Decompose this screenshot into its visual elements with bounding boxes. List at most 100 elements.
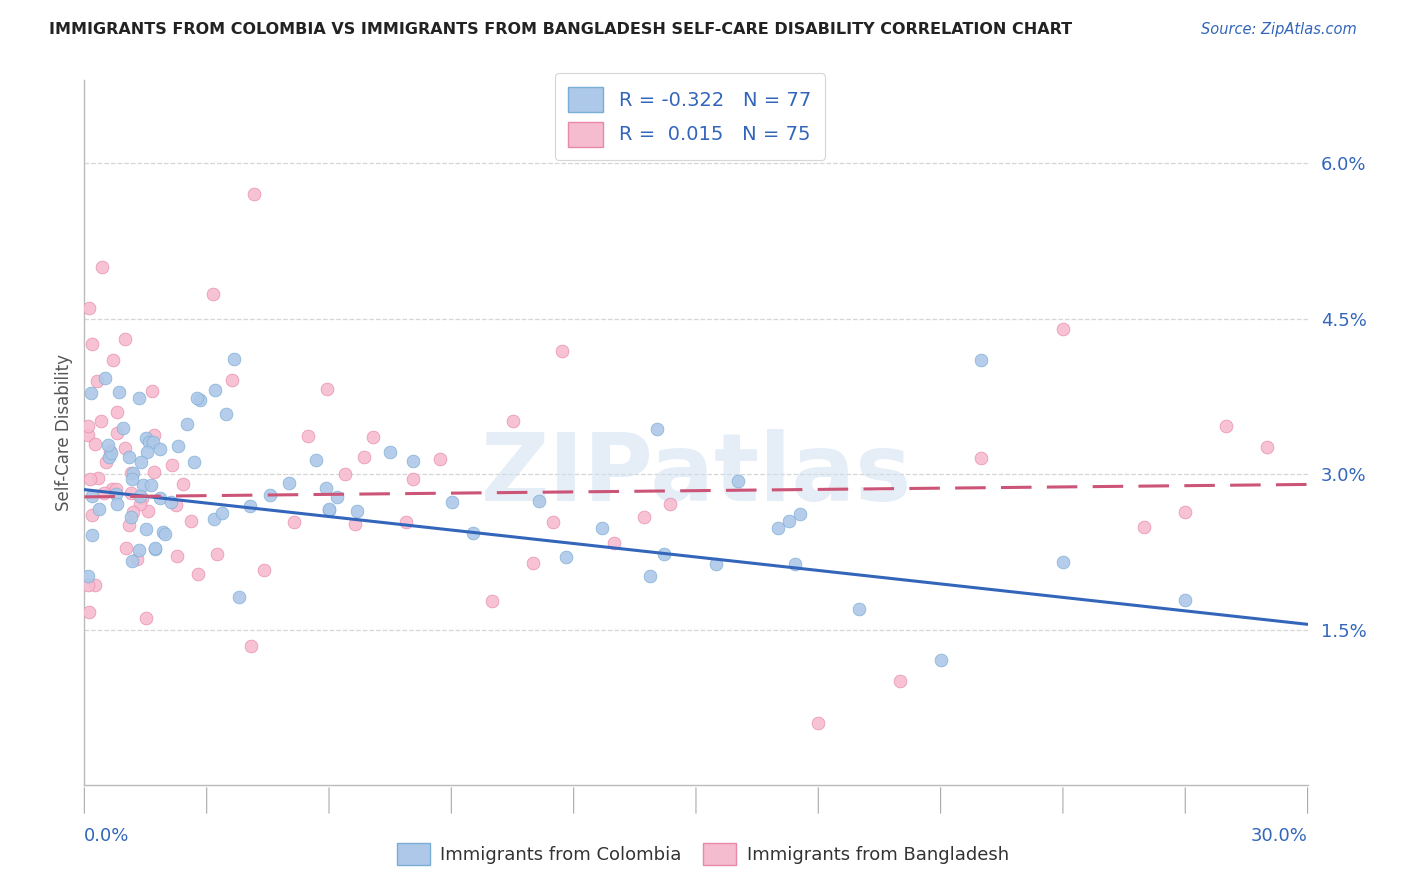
Point bbox=[239, 639, 262, 653]
Point bbox=[440, 494, 463, 508]
Point bbox=[283, 515, 305, 529]
Text: Source: ZipAtlas.com: Source: ZipAtlas.com bbox=[1201, 22, 1357, 37]
Point bbox=[305, 453, 328, 467]
Point bbox=[176, 417, 198, 431]
Point bbox=[114, 332, 136, 346]
Point bbox=[87, 502, 110, 516]
Point bbox=[77, 418, 100, 433]
Point bbox=[659, 497, 682, 511]
Point bbox=[135, 610, 157, 624]
Text: 30.0%: 30.0% bbox=[1251, 827, 1308, 846]
Point bbox=[1052, 556, 1074, 570]
Point bbox=[215, 407, 238, 421]
Point bbox=[211, 506, 233, 520]
Point bbox=[82, 489, 104, 503]
Point bbox=[143, 541, 166, 556]
Point bbox=[79, 301, 101, 316]
Point bbox=[122, 466, 145, 480]
Point bbox=[118, 518, 141, 533]
Point bbox=[541, 515, 564, 529]
Point bbox=[970, 353, 993, 368]
Point bbox=[138, 435, 160, 450]
Point bbox=[115, 541, 138, 555]
Point bbox=[378, 445, 401, 459]
Point bbox=[970, 450, 993, 465]
Point bbox=[105, 405, 128, 419]
Point bbox=[105, 497, 128, 511]
Point bbox=[783, 557, 806, 571]
Point bbox=[318, 501, 340, 516]
Point bbox=[253, 563, 276, 577]
Point bbox=[638, 569, 661, 583]
Point bbox=[727, 475, 749, 489]
Point bbox=[135, 522, 157, 536]
Point bbox=[77, 578, 100, 592]
Point bbox=[204, 383, 226, 397]
Point bbox=[80, 508, 103, 523]
Point bbox=[778, 514, 800, 528]
Point bbox=[139, 477, 162, 491]
Point bbox=[136, 445, 159, 459]
Point bbox=[463, 526, 485, 541]
Point bbox=[118, 450, 141, 464]
Point bbox=[136, 504, 159, 518]
Point bbox=[108, 384, 131, 399]
Point bbox=[551, 343, 574, 358]
Point bbox=[100, 446, 122, 460]
Point bbox=[142, 435, 165, 450]
Point bbox=[142, 428, 165, 442]
Point bbox=[316, 382, 339, 396]
Point bbox=[79, 472, 101, 486]
Point bbox=[889, 674, 911, 689]
Point bbox=[142, 465, 165, 479]
Point bbox=[114, 441, 136, 455]
Point bbox=[141, 384, 163, 399]
Point bbox=[259, 488, 281, 502]
Point bbox=[318, 502, 340, 516]
Point bbox=[172, 477, 194, 491]
Point bbox=[207, 548, 229, 562]
Point bbox=[527, 494, 550, 508]
Point bbox=[522, 556, 544, 570]
Point bbox=[315, 481, 337, 495]
Text: ZIPatlas: ZIPatlas bbox=[481, 429, 911, 521]
Point bbox=[111, 421, 134, 435]
Legend: R = -0.322   N = 77, R =  0.015   N = 75: R = -0.322 N = 77, R = 0.015 N = 75 bbox=[555, 73, 825, 161]
Point bbox=[103, 353, 125, 368]
Point bbox=[121, 472, 143, 486]
Point bbox=[180, 514, 202, 528]
Point bbox=[94, 455, 117, 469]
Point bbox=[101, 482, 124, 496]
Point bbox=[86, 374, 108, 388]
Point bbox=[346, 504, 368, 518]
Point bbox=[555, 549, 578, 564]
Point bbox=[361, 430, 384, 444]
Point bbox=[120, 486, 142, 500]
Point bbox=[91, 260, 114, 274]
Point bbox=[239, 499, 262, 513]
Point bbox=[127, 552, 149, 566]
Point bbox=[297, 429, 319, 443]
Point bbox=[1256, 440, 1278, 454]
Text: IMMIGRANTS FROM COLOMBIA VS IMMIGRANTS FROM BANGLADESH SELF-CARE DISABILITY CORR: IMMIGRANTS FROM COLOMBIA VS IMMIGRANTS F… bbox=[49, 22, 1073, 37]
Point bbox=[187, 566, 209, 581]
Point bbox=[1174, 505, 1197, 519]
Point bbox=[188, 392, 211, 407]
Point bbox=[502, 414, 524, 428]
Point bbox=[135, 431, 157, 445]
Point bbox=[243, 187, 266, 202]
Point bbox=[160, 458, 183, 472]
Point bbox=[97, 438, 120, 452]
Point bbox=[83, 437, 105, 451]
Point bbox=[222, 352, 245, 367]
Point bbox=[80, 527, 103, 541]
Point bbox=[128, 391, 150, 405]
Point bbox=[131, 491, 153, 505]
Point bbox=[80, 385, 103, 400]
Point bbox=[105, 487, 128, 501]
Point bbox=[929, 653, 952, 667]
Point bbox=[652, 547, 675, 561]
Point bbox=[766, 521, 789, 535]
Point bbox=[395, 515, 418, 529]
Point bbox=[789, 508, 811, 522]
